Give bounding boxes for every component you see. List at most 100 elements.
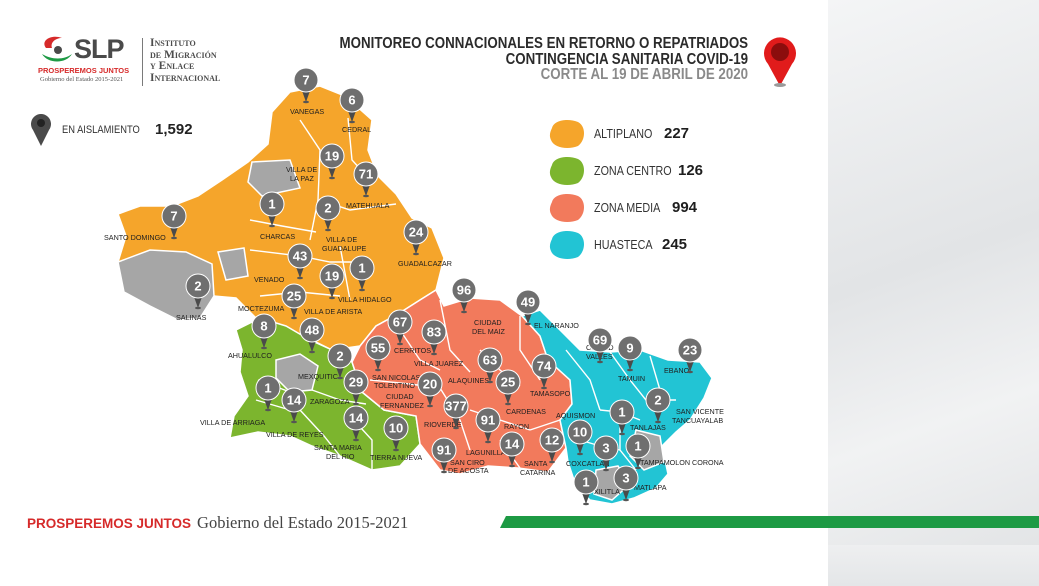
pin-value: 2 <box>336 349 343 364</box>
label-villa-hidalgo: VILLA HIDALGO <box>338 295 392 304</box>
isolation-summary: EN AISLAMIENTO 1,592 <box>28 112 193 148</box>
logo-divider <box>142 38 143 86</box>
municipality-labels: VANEGAS CEDRAL VILLA DE LA PAZ MATEHUALA… <box>104 107 724 496</box>
title-date: CORTE AL 19 DE ABRIL DE 2020 <box>540 66 748 83</box>
pin-value: 10 <box>389 421 403 436</box>
pin-head <box>281 283 307 309</box>
pin-cerritos: 67 <box>387 309 413 346</box>
label-lagunillas: LAGUNILLAS <box>466 448 511 457</box>
legend-item-media: ZONA MEDIA 994 <box>548 192 748 224</box>
pin-base <box>461 310 467 314</box>
pin-value: 25 <box>287 289 301 304</box>
pin-ebano: 23 <box>677 337 703 374</box>
pin-head <box>319 143 345 169</box>
pin-value: 10 <box>573 425 587 440</box>
label-zaragoza: ZARAGOZA <box>310 397 350 406</box>
label-santo-domingo: SANTO DOMINGO <box>104 233 166 242</box>
pin-base <box>375 368 381 372</box>
region-unreported <box>247 159 301 197</box>
pin-el-naranjo: 49 <box>515 289 541 326</box>
pin-matehuala: 71 <box>353 161 379 198</box>
label-san-nicolas: SAN NICOLAS <box>372 373 421 382</box>
pin-base <box>541 386 547 390</box>
pin-base <box>195 306 201 310</box>
label-cedral: CEDRAL <box>342 125 371 134</box>
pin-venado: 43 <box>287 243 313 280</box>
pin-value: 74 <box>537 359 552 374</box>
pin-head <box>567 419 593 445</box>
pin-matlapa: 3 <box>613 465 639 502</box>
pin-head <box>431 437 457 463</box>
label-xilitla: XILITLA <box>594 487 620 496</box>
pin-value: 2 <box>654 393 661 408</box>
label-mexquitic: MEXQUITIC <box>298 372 338 381</box>
pin-head <box>495 369 521 395</box>
pin-base <box>297 276 303 280</box>
pin-santa-catarina: 12 <box>539 427 565 464</box>
pin-value: 69 <box>593 333 607 348</box>
pin-moctezuma: 25 <box>281 283 307 320</box>
pin-head <box>327 343 353 369</box>
label-villa-de-arista: VILLA DE ARISTA <box>304 307 362 316</box>
pin-san-nicolas-tolentino: 55 <box>365 335 391 372</box>
label-tolentino: TOLENTINO <box>374 381 415 390</box>
pin-base <box>329 176 335 180</box>
pin-base <box>413 252 419 256</box>
pin-value: 48 <box>305 323 319 338</box>
pin-ahualulco: 8 <box>251 313 277 350</box>
pin-head <box>477 347 503 373</box>
pin-value: 3 <box>622 471 629 486</box>
page-title: MONITOREO CONNACIONALES EN RETORNO O REP… <box>339 36 748 83</box>
pin-base <box>291 316 297 320</box>
pin-base <box>349 120 355 124</box>
title-line-2: CONTINGENCIA SANITARIA COVID-19 <box>505 50 748 68</box>
pin-base <box>291 420 297 424</box>
label-villa-juarez: VILLA JUAREZ <box>414 359 464 368</box>
location-pin-icon <box>764 37 796 87</box>
pin-value: 1 <box>618 405 625 420</box>
label-charcas: CHARCAS <box>260 232 295 241</box>
pin-base <box>363 194 369 198</box>
pin-value: 8 <box>260 319 267 334</box>
institute-line: Internacional <box>150 71 221 84</box>
legend-value: 245 <box>662 236 688 253</box>
pin-value: 7 <box>302 73 309 88</box>
pin-head <box>417 371 443 397</box>
label-vanegas: VANEGAS <box>290 107 324 116</box>
pin-head <box>617 335 643 361</box>
label-coxcatlan: COXCATLAN <box>566 459 609 468</box>
legend: ALTIPLANO 227 ZONA CENTRO 126 ZONA MEDIA… <box>548 118 748 268</box>
pin-head <box>383 415 409 441</box>
pin-villa-de-guadalupe: 2 <box>315 195 341 232</box>
label-villa-de-la-paz: LA PAZ <box>290 174 314 183</box>
label-santa-catarina: SANTA <box>524 459 548 468</box>
pin-tamuin: 9 <box>617 335 643 372</box>
pin-head <box>609 399 635 425</box>
pin-head <box>443 393 469 419</box>
label-cerritos: CERRITOS <box>394 346 431 355</box>
pin-value: 43 <box>293 249 307 264</box>
label-rioverde: RIOVERDE <box>424 420 462 429</box>
pin-tierra-nueva: 10 <box>383 415 409 452</box>
pin-head <box>499 431 525 457</box>
pin-base <box>655 420 661 424</box>
pin-base <box>353 438 359 442</box>
footer-slogan: PROSPEREMOS JUNTOS <box>27 516 192 531</box>
pin-base <box>577 452 583 456</box>
legend-swatch <box>549 157 584 185</box>
label-del-rio: DEL RIO <box>326 452 355 461</box>
pin-value: 29 <box>349 375 363 390</box>
pin-head <box>161 203 187 229</box>
pin-base <box>619 432 625 436</box>
infographic-slide: SLP PROSPEREMOS JUNTOS Gobierno del Esta… <box>0 0 828 586</box>
pin-value: 67 <box>393 315 407 330</box>
pin-head <box>613 465 639 491</box>
label-de-acosta: DE ACOSTA <box>448 466 489 475</box>
pin-head <box>573 469 599 495</box>
pin-santa-maria-del-rio: 14 <box>343 405 369 442</box>
pin-base <box>441 470 447 474</box>
pin-cardenas: 25 <box>495 369 521 406</box>
pin-head <box>281 387 307 413</box>
institute-line: Instituto <box>150 37 196 49</box>
legend-value: 227 <box>664 125 690 142</box>
